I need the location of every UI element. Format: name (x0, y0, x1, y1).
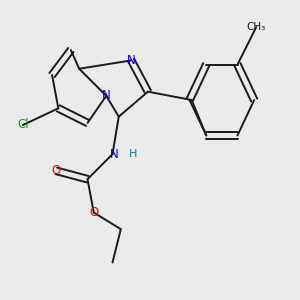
Text: CH₃: CH₃ (247, 22, 266, 32)
Text: O: O (52, 164, 61, 177)
Text: N: N (127, 54, 136, 67)
Text: N: N (102, 89, 111, 102)
Text: N: N (110, 148, 119, 161)
Text: Cl: Cl (17, 118, 29, 131)
Text: H: H (129, 149, 137, 159)
Text: O: O (89, 206, 98, 219)
